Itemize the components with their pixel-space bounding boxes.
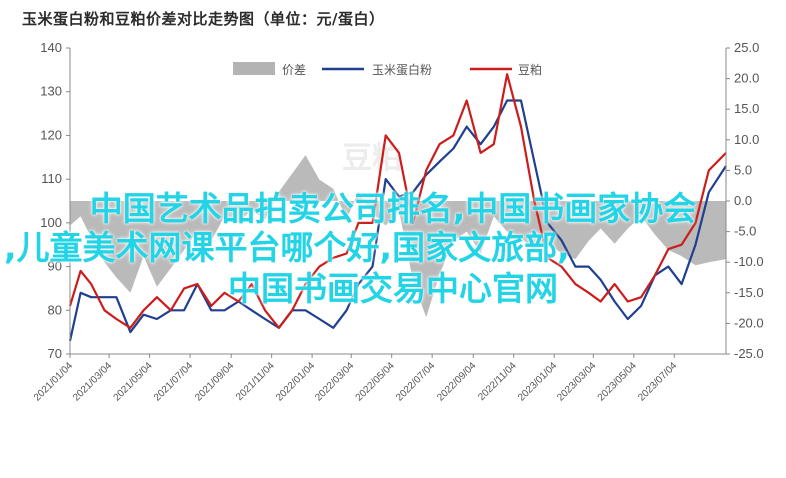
x-tick-label: 2021/07/04 <box>152 360 195 403</box>
legend-label-spread: 价差 <box>282 63 306 77</box>
x-tick-label: 2023/07/04 <box>636 360 679 403</box>
watermark-logo: 豆粕 <box>342 141 402 176</box>
price-line-layer <box>68 73 727 342</box>
x-tick-label: 2021/01/04 <box>32 360 75 403</box>
x-tick-label: 2021/03/04 <box>71 360 114 403</box>
chart-title: 玉米蛋白粉和豆粕价差对比走势图（单位：元/蛋白） <box>22 10 385 28</box>
x-tick-label: 2022/09/04 <box>435 360 478 403</box>
legend-label-soymeal: 豆粕 <box>518 62 542 77</box>
y-left-tick-label: 130 <box>40 84 62 99</box>
x-tick-label: 2023/01/04 <box>516 360 559 403</box>
x-tick-label: 2022/05/04 <box>354 360 397 403</box>
x-tick-label: 2022/07/04 <box>394 360 437 403</box>
y-left-tick-label: 140 <box>40 40 62 55</box>
y-left-tick-label: 90 <box>48 259 62 274</box>
overlay-text-line-1: 中国艺术品拍卖公司排名,中国书画家协会 <box>89 189 697 228</box>
y-left-tick-label: 100 <box>40 215 62 230</box>
y-right-tick-label: -5.0 <box>734 224 756 239</box>
x-tick-label: 2023/05/04 <box>596 360 639 403</box>
y-left-tick-label: 70 <box>48 346 62 361</box>
y-right-tick-label: -25.0 <box>734 346 764 361</box>
legend-swatch-spread <box>233 62 275 75</box>
y-right-tick-label: 25.0 <box>734 40 759 55</box>
overlay-text-line-3: 中国书画交易中心官网 <box>228 269 558 308</box>
y-right-tick-label: 10.0 <box>734 132 759 147</box>
x-tick-label: 2022/03/04 <box>313 360 356 403</box>
series-line-corn-protein <box>68 99 727 342</box>
x-tick-label: 2022/01/04 <box>274 360 317 403</box>
y-right-tick-label: 15.0 <box>734 101 759 116</box>
y-right-tick-label: -15.0 <box>734 285 764 300</box>
y-left-tick-label: 80 <box>48 302 62 317</box>
y-right-tick-label: 20.0 <box>734 71 759 86</box>
y-left-tick-label: 110 <box>41 171 62 186</box>
series-line-soymeal <box>68 73 727 329</box>
x-tick-label: 2021/05/04 <box>112 360 155 403</box>
y-right-tick-label: -10.0 <box>734 254 764 269</box>
x-tick-label: 2021/11/04 <box>234 360 277 403</box>
y-right-tick-label: 0.0 <box>734 193 752 208</box>
y-left-tick-label: 120 <box>40 127 62 142</box>
overlay-text-line-2: ,儿童美术网课平台哪个好,国家文旅部, <box>4 228 570 267</box>
x-tick-label: 2023/03/04 <box>555 360 598 403</box>
legend-label-corn-protein: 玉米蛋白粉 <box>372 62 432 77</box>
legend: 价差 玉米蛋白粉 豆粕 <box>233 62 542 77</box>
x-tick-label: 2022/11/04 <box>476 360 519 403</box>
x-tick-label: 2021/09/04 <box>193 360 236 403</box>
y-right-tick-label: -20.0 <box>734 315 764 330</box>
watermark-text: 豆粕 <box>342 141 402 176</box>
y-right-tick-label: 5.0 <box>734 162 752 177</box>
